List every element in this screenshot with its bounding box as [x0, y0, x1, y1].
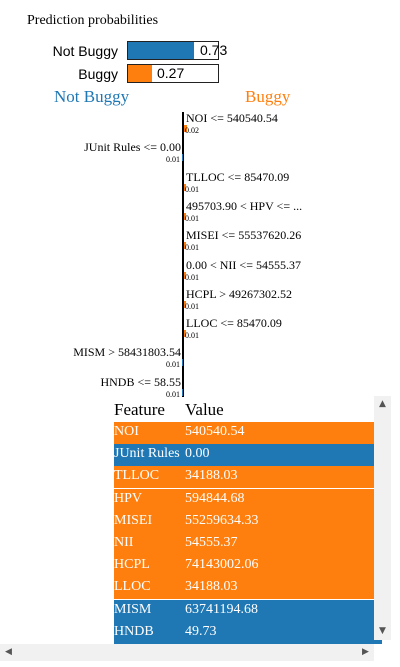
- feature-value-table[interactable]: Feature Value NOI 540540.54 JUnit Rules 0.0…: [110, 396, 392, 644]
- table-row: MISM 63741194.68: [114, 599, 382, 622]
- table-row: MISEI 55259634.33: [114, 510, 382, 533]
- table-cell-value: 540540.54: [185, 424, 245, 439]
- explanation-feature-label: TLLOC <= 85470.09: [186, 169, 290, 184]
- table-row: HCPL 74143002.06: [114, 555, 382, 578]
- table-cell-feature: HCPL: [114, 557, 150, 573]
- table-row: TLLOC 34188.03: [114, 466, 382, 489]
- table-row: JUnit Rules 0.00: [114, 444, 382, 467]
- prob-label-not-buggy: Not Buggy: [52, 43, 118, 59]
- explanation-feature-label: HCPL > 49267302.52: [186, 286, 292, 301]
- scroll-up-icon[interactable]: ▲: [379, 399, 386, 409]
- prob-bar-not-buggy: 0.73: [127, 41, 227, 60]
- scroll-right-icon[interactable]: ▶: [362, 647, 369, 657]
- table-cell-value: 54555.37: [185, 535, 238, 550]
- scroll-left-icon[interactable]: ◀: [5, 647, 12, 657]
- explanation-weight-bar: [184, 183, 186, 191]
- prob-label-buggy: Buggy: [78, 66, 118, 82]
- explanation-weight-bar: [181, 388, 183, 396]
- explanation-feature-label: 495703.90 < HPV <= ...: [186, 198, 303, 213]
- table-cell-feature: LLOC: [114, 579, 151, 595]
- explanation-weight-label: 0.01: [185, 213, 199, 223]
- table-header-feature: Feature: [114, 400, 165, 419]
- table-cell-feature: MISM: [114, 601, 152, 617]
- table-cell-value: 74143002.06: [185, 557, 259, 573]
- explanation-feature-label: NOI <= 540540.54: [186, 111, 278, 125]
- explanation-feature-label: JUnit Rules <= 0.00: [84, 140, 181, 155]
- table-cell-feature: NII: [114, 535, 134, 550]
- explanation-weight-label: 0.02: [185, 126, 199, 135]
- table-cell-value: 34188.03: [185, 468, 238, 484]
- table-row: HPV 594844.68: [114, 488, 382, 511]
- explanation-weight-bar: [184, 212, 186, 220]
- table-header-value: Value: [185, 400, 224, 419]
- explanation-weight-label: 0.01: [185, 301, 199, 311]
- table-cell-value: 34188.03: [185, 579, 238, 595]
- explanation-feature-label: LLOC <= 85470.09: [186, 316, 282, 331]
- explanation-weight-label: 0.01: [185, 272, 199, 282]
- explanation-weight-bar: [184, 330, 186, 338]
- table-cell-value: 49.73: [185, 623, 217, 639]
- prob-bar-buggy: 0.27: [127, 64, 219, 83]
- explanation-weight-label: 0.01: [166, 155, 180, 165]
- prob-value-not-buggy: 0.73: [200, 42, 228, 58]
- class-header-buggy: Buggy: [245, 87, 291, 106]
- vertical-scrollbar[interactable]: ▲ ▼: [374, 396, 391, 640]
- explanation-axis: [182, 112, 184, 397]
- class-header-not-buggy: Not Buggy: [54, 87, 130, 106]
- table-cell-feature: HPV: [114, 490, 143, 506]
- table-row: NOI 540540.54: [114, 422, 382, 444]
- explanation-weight-label: 0.01: [166, 389, 180, 399]
- table-cell-feature: HNDB: [114, 623, 154, 639]
- table-cell-value: 63741194.68: [185, 601, 258, 617]
- table-row: NII 54555.37: [114, 533, 382, 555]
- explanation-weight-label: 0.01: [185, 184, 199, 194]
- table-cell-value: 55259634.33: [185, 512, 259, 528]
- explanation-weight-bar: [181, 359, 183, 367]
- explanation-feature-label: MISM > 58431803.54: [73, 345, 181, 360]
- explanation-weight-label: 0.01: [185, 243, 199, 253]
- table-cell-feature: JUnit Rules: [114, 446, 180, 462]
- table-cell-feature: NOI: [114, 424, 139, 439]
- prediction-probabilities-title: Prediction probabilities: [27, 13, 159, 28]
- prob-fill-not-buggy: [128, 42, 194, 59]
- explanation-weight-bar: [184, 125, 187, 132]
- explanation-weight-bar: [181, 154, 183, 162]
- explanation-feature-label: 0.00 < NII <= 54555.37: [186, 257, 301, 272]
- table-cell-feature: MISEI: [114, 512, 153, 528]
- explanation-feature-label: HNDB <= 58.55: [100, 374, 181, 389]
- explanation-weight-bar: [184, 271, 186, 279]
- explanation-feature-label: MISEI <= 55537620.26: [186, 228, 302, 243]
- table-row: HNDB 49.73: [114, 621, 382, 644]
- table-cell-feature: TLLOC: [114, 468, 160, 484]
- table-cell-value: 0.00: [185, 446, 210, 462]
- explanation-weight-bar: [184, 242, 186, 250]
- scroll-down-icon[interactable]: ▼: [379, 626, 386, 636]
- explanation-weight-bar: [184, 300, 186, 308]
- table-row: LLOC 34188.03: [114, 577, 382, 600]
- table-cell-value: 594844.68: [185, 490, 245, 506]
- prob-value-buggy: 0.27: [157, 65, 185, 81]
- horizontal-scrollbar[interactable]: ◀ ▶: [0, 644, 374, 661]
- explanation-weight-label: 0.01: [166, 360, 180, 370]
- explanation-weight-label: 0.01: [185, 331, 199, 341]
- prob-fill-buggy: [128, 65, 153, 82]
